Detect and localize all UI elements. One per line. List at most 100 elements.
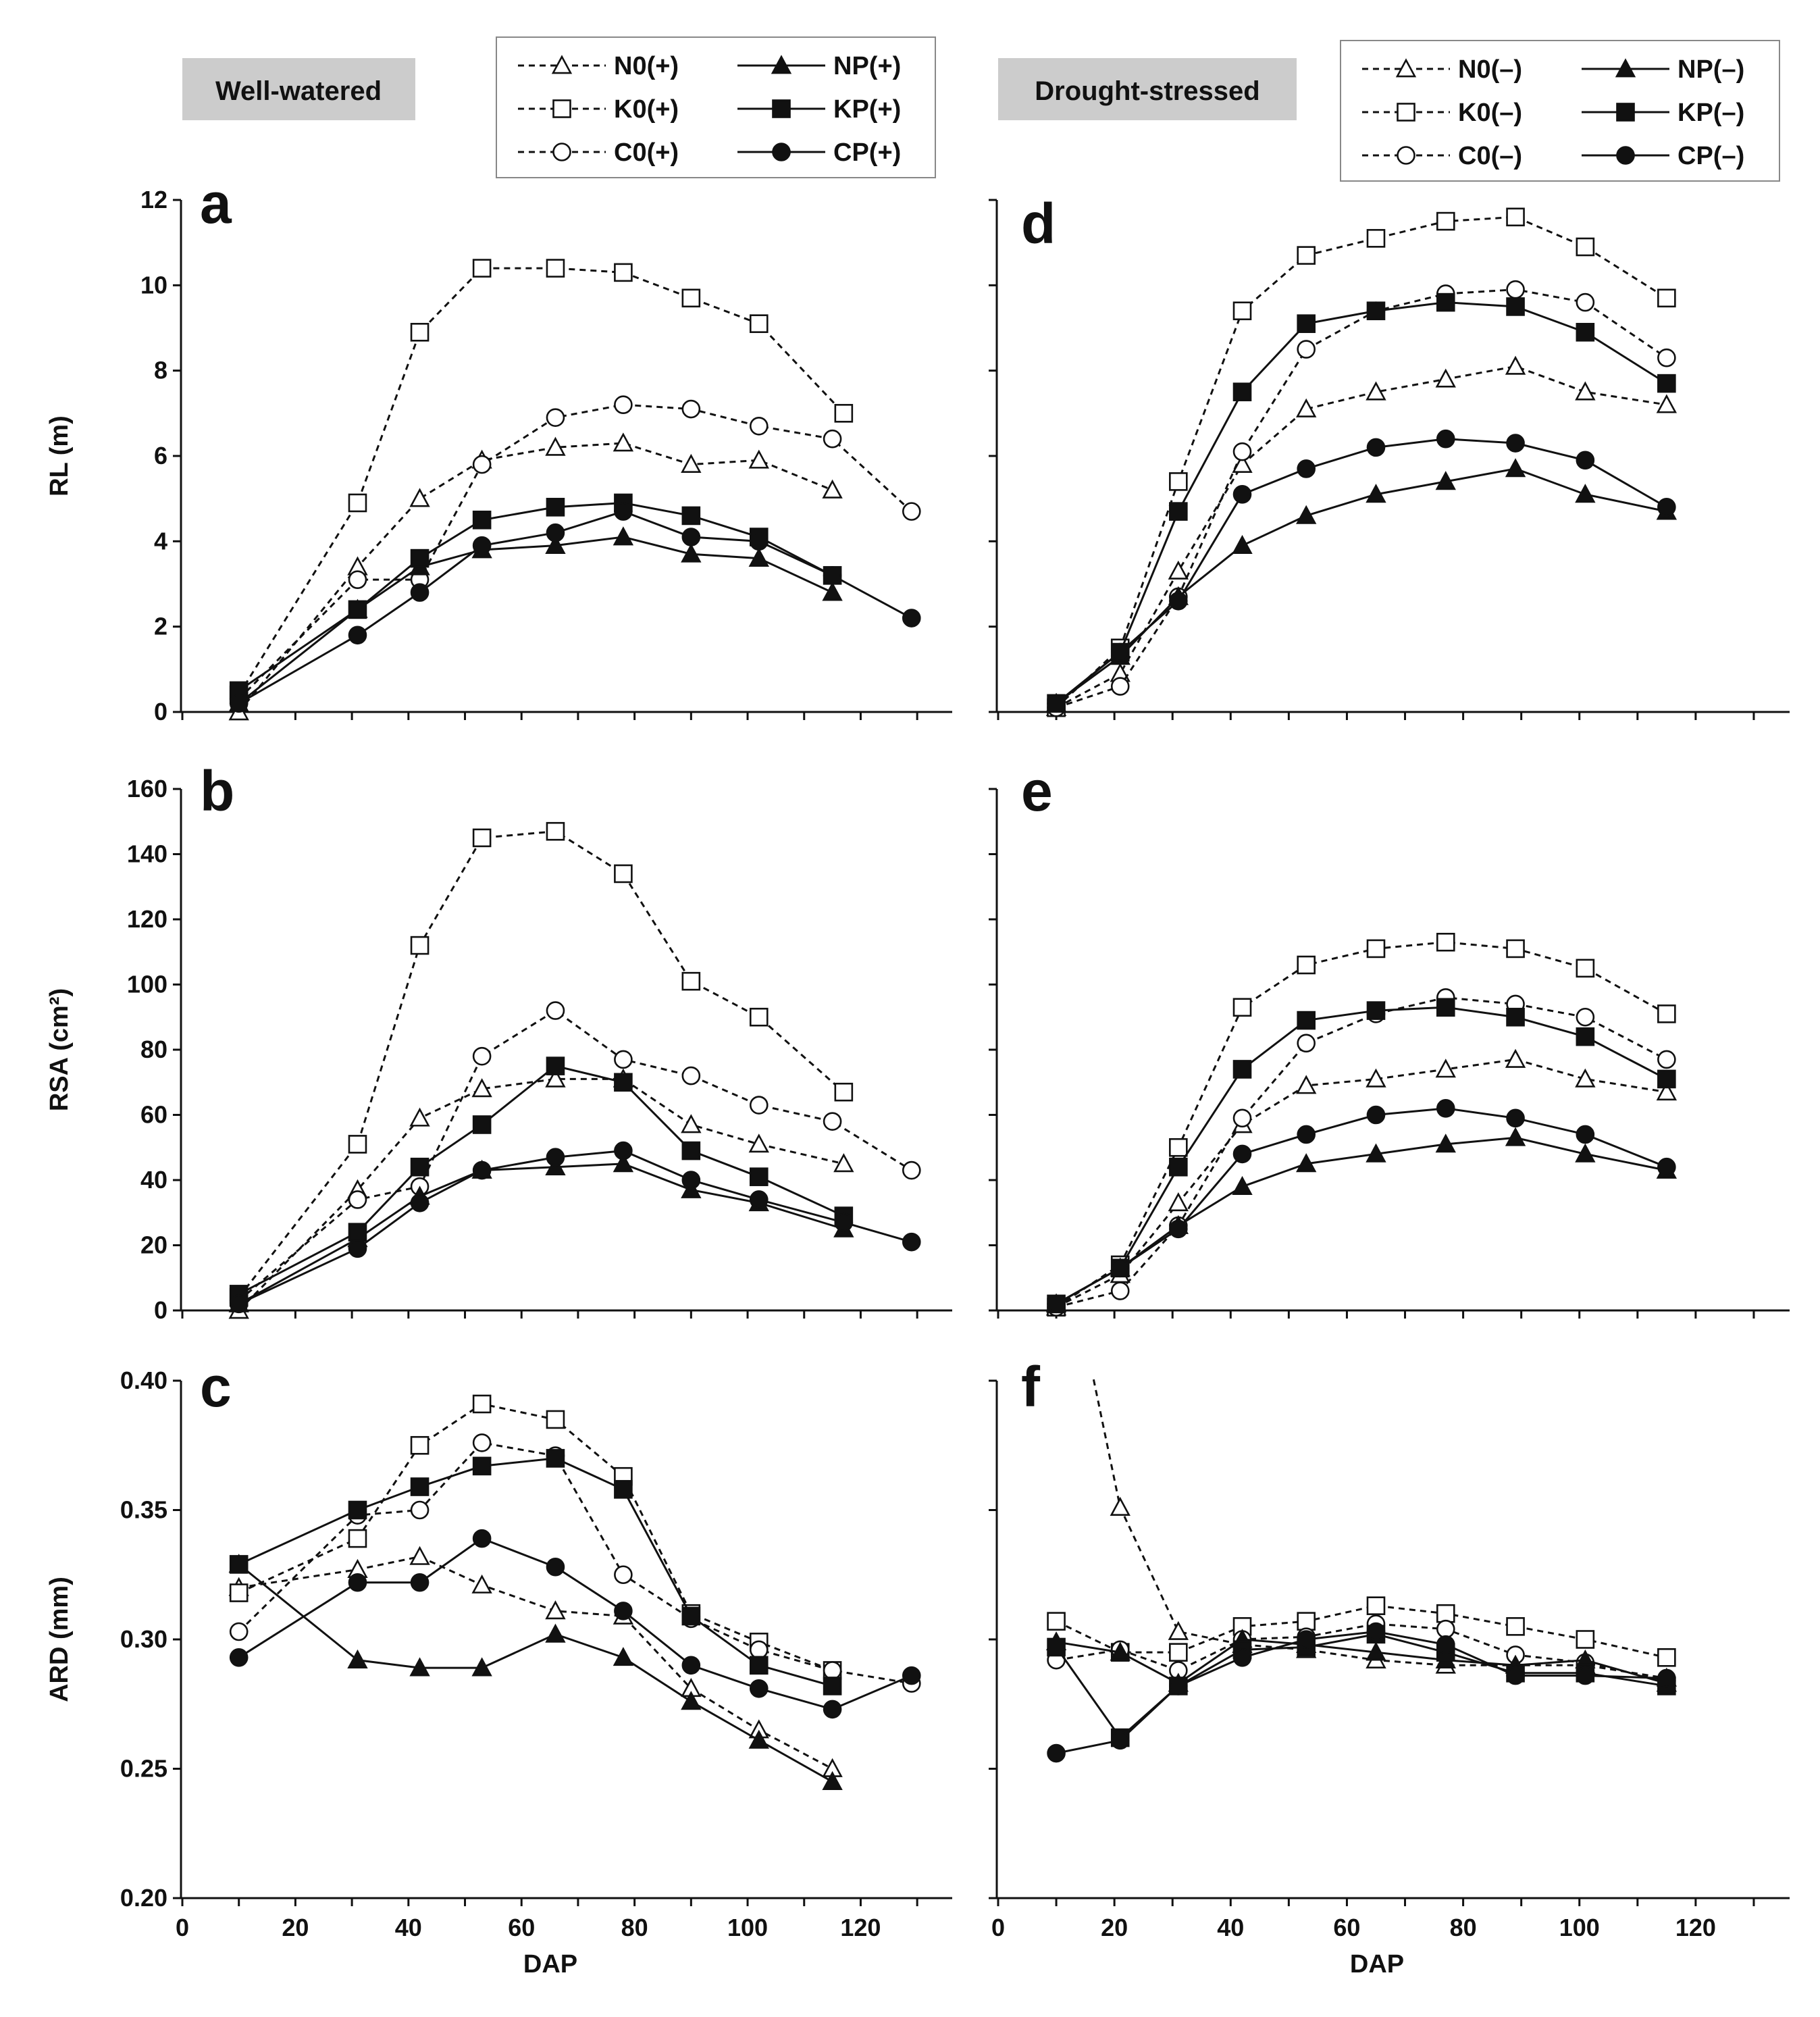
data-point-cp-plus [614,1141,633,1160]
condition-text-left: Well-watered [215,76,382,106]
data-point-k0-minus [1047,1612,1066,1631]
data-point-c0-plus [348,1190,367,1209]
data-point-np-minus [1110,1641,1130,1661]
data-point-k0-minus [1436,932,1455,952]
data-point-cp-plus [614,502,633,521]
panel-b-y-tick-label: 80 [140,1036,167,1063]
condition-box-right [998,58,1297,120]
legend-marker-c0-plus [552,143,571,161]
data-point-np-minus [1366,1143,1386,1163]
data-point-c0-plus [681,399,701,419]
data-point-cp-minus [1576,1666,1595,1685]
data-point-cp-plus [902,1666,921,1685]
series-n0-plus [228,1546,843,1777]
data-point-c0-plus [614,1565,633,1585]
data-point-cp-plus [472,1529,492,1548]
data-point-np-minus [1296,1153,1317,1173]
legend-marker-cp-plus [772,143,791,161]
data-point-k0-minus [1506,1617,1525,1636]
data-point-kp-minus [1169,1157,1188,1177]
data-point-cp-plus [229,1648,249,1667]
panel-c-plot-area [228,1394,921,1790]
panel-c-letter: c [200,1355,232,1419]
panel-c-x-tick-label: 0 [176,1914,189,1941]
data-point-n0-minus [1168,1620,1189,1640]
panel-f-x-tick-label: 20 [1101,1914,1128,1941]
legend-label-k0-plus: K0(+) [614,95,679,124]
data-point-n0-minus [1232,453,1253,473]
data-point-cp-minus [1047,1743,1066,1763]
series-kp-minus [1047,998,1676,1314]
data-point-cp-minus [1297,459,1316,478]
data-point-cp-minus [1297,1630,1316,1649]
data-point-n0-plus [545,1600,566,1620]
legend-label-np-plus: NP(+) [833,52,901,80]
legend-entry-c0-plus: C0(+) [518,138,679,167]
data-point-kp-plus [348,600,367,619]
panel-f-x-tick-label: 80 [1450,1914,1477,1941]
data-point-cp-minus [1436,1099,1455,1118]
data-point-cp-minus [1436,429,1455,449]
legend-entry-kp-plus: KP(+) [737,95,901,124]
data-point-np-minus [1366,484,1386,503]
data-point-c0-plus [348,570,367,589]
data-point-n0-plus [748,1133,769,1153]
data-point-kp-minus [1576,323,1595,342]
data-point-k0-minus [1657,1004,1676,1023]
panel-b-plot-area [228,821,921,1319]
data-point-k0-minus [1169,472,1188,491]
data-point-c0-minus [1297,1033,1316,1053]
data-point-n0-plus [471,1574,492,1593]
panel-c-x-tick-label: 60 [508,1914,535,1941]
data-point-n0-minus [1435,1058,1456,1078]
condition-label-left: Well-watered [182,58,415,120]
panel-f-x-tick-label: 100 [1559,1914,1600,1941]
data-point-c0-plus [902,1160,921,1180]
data-point-cp-minus [1169,591,1188,611]
data-point-k0-plus [410,1435,430,1455]
data-point-cp-plus [749,532,769,551]
data-point-k0-plus [834,404,854,423]
data-point-k0-plus [472,1394,492,1414]
data-point-np-minus [1435,471,1456,490]
data-point-cp-minus [1366,1105,1386,1125]
panel-a-y-title: RL (m) [45,415,74,496]
data-point-c0-minus [1576,1007,1595,1027]
panel-c-y-tick-label: 0.40 [120,1367,167,1394]
data-point-kp-minus [1169,502,1188,521]
data-point-np-plus [613,526,634,546]
panel-a-y-tick-label: 6 [154,442,167,469]
data-point-n0-minus [1575,381,1596,401]
data-point-kp-plus [410,548,430,568]
series-line-cp-minus [1056,1107,1667,1305]
data-point-cp-minus [1436,1635,1455,1654]
data-point-n0-plus [409,1546,430,1565]
data-point-c0-plus [472,455,492,474]
series-cp-minus [1047,1622,1676,1763]
panel-f-x-tick-label: 40 [1217,1914,1244,1941]
data-point-cp-minus [1506,1108,1525,1128]
data-point-n0-minus [1656,394,1678,413]
series-line-kp-minus [1056,301,1667,705]
data-point-cp-plus [902,609,921,628]
data-point-cp-minus [1297,1125,1316,1144]
data-point-np-plus [748,547,769,567]
legend-entry-c0-minus: C0(–) [1362,142,1522,170]
data-point-cp-minus [1047,1294,1066,1314]
panel-f-x-tick-label: 120 [1675,1914,1716,1941]
data-point-cp-plus [834,1212,854,1232]
data-point-kp-plus [546,1449,565,1468]
data-point-n0-minus [1366,381,1386,401]
panel-f-letter: f [1021,1355,1041,1419]
data-point-kp-plus [472,1115,492,1134]
data-point-np-minus [1232,534,1253,555]
panel-f-plot-area [1045,1378,1678,1763]
data-point-cp-minus [1657,497,1676,517]
data-point-cp-plus [348,625,367,645]
data-point-cp-plus [410,1573,430,1592]
series-line-c0-minus [1056,996,1667,1308]
data-point-c0-plus [546,408,565,427]
data-point-k0-minus [1232,301,1252,321]
